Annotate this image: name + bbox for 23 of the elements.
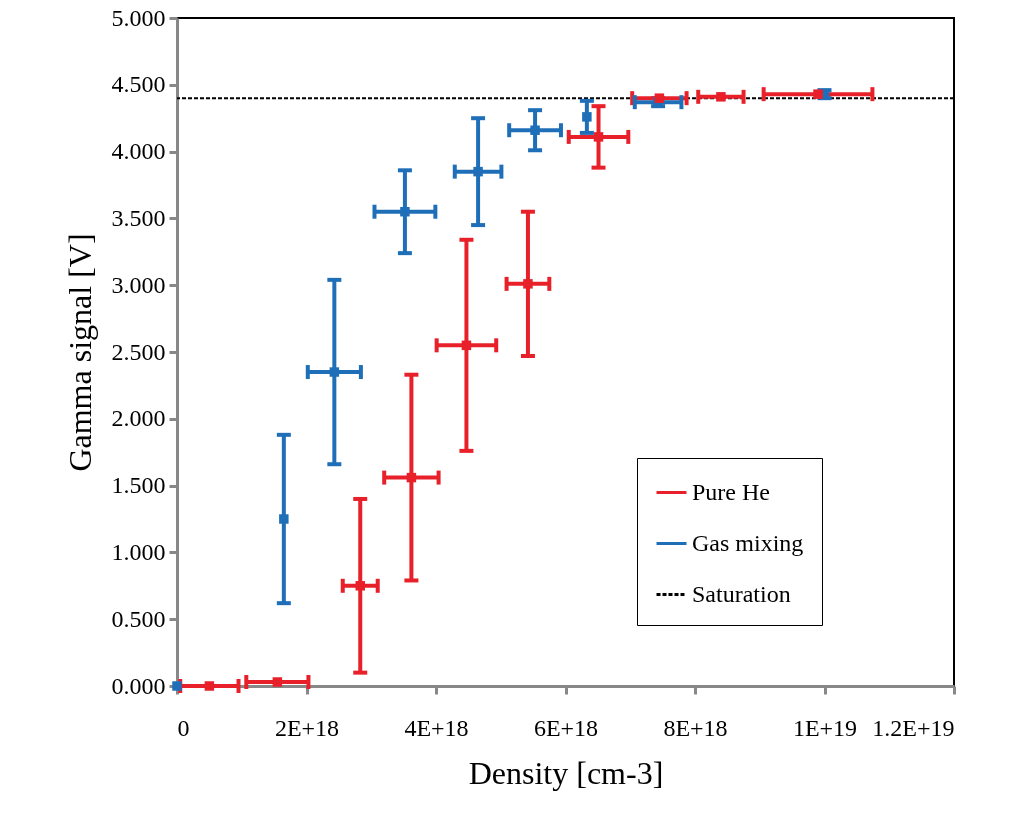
legend-label: Gas mixing bbox=[692, 529, 804, 556]
x-tick-label: 2E+18 bbox=[274, 714, 340, 741]
x-tick-label: 1.2E+19 bbox=[872, 714, 955, 741]
legend-label: Pure He bbox=[692, 478, 770, 505]
x-tick-label: 0 bbox=[177, 714, 190, 741]
y-tick-label: 2.000 bbox=[111, 405, 166, 432]
y-tick-label: 4.000 bbox=[111, 138, 166, 165]
x-tick-label: 8E+18 bbox=[663, 714, 728, 741]
y-tick-label: 3.000 bbox=[111, 271, 166, 298]
legend-label: Saturation bbox=[692, 580, 791, 607]
x-axis-title: Density [cm-3] bbox=[468, 754, 664, 791]
y-tick-label: 3.500 bbox=[111, 204, 166, 231]
y-tick-label: 1.500 bbox=[111, 472, 166, 499]
y-tick-label: 0.000 bbox=[111, 672, 166, 699]
x-tick-label: 1E+19 bbox=[792, 714, 858, 741]
y-tick-label: 5.000 bbox=[111, 4, 166, 31]
y-tick-label: 1.000 bbox=[111, 538, 166, 565]
y-tick-label: 2.500 bbox=[111, 338, 166, 365]
y-axis-title: Gamma signal [V] bbox=[61, 233, 98, 472]
x-tick-label: 4E+18 bbox=[404, 714, 469, 741]
x-tick-label: 6E+18 bbox=[533, 714, 599, 741]
y-tick-label: 4.500 bbox=[111, 71, 166, 98]
y-tick-label: 0.500 bbox=[111, 605, 166, 632]
